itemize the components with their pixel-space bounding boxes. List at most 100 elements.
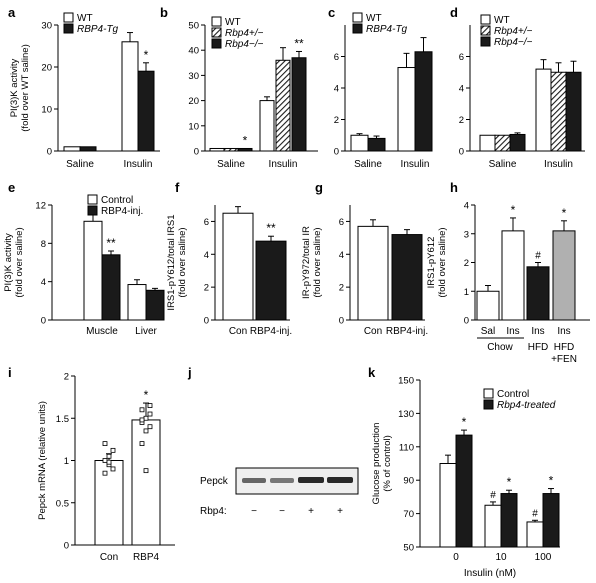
category-label: Ins: [557, 326, 570, 337]
y-tick-label: 0: [47, 147, 52, 158]
y-tick-label: 4: [41, 277, 46, 288]
data-point: [139, 407, 145, 413]
legend-entry: Rbp4−/−: [494, 37, 533, 48]
chart-g: 0 2 4 6 IR-pY972/total IR (fold over saline) C…: [301, 205, 428, 337]
bar: [535, 68, 552, 152]
y-axis-label: (fold over WT saline): [20, 44, 31, 131]
y-tick-label: 0.5: [56, 498, 69, 509]
legend-swatch: [480, 14, 491, 25]
panel-label-h: h: [450, 180, 458, 195]
bar: [357, 225, 389, 321]
legend-entry: Rbp4+/−: [494, 26, 533, 37]
y-tick-label: 6: [204, 217, 209, 228]
bar: [127, 284, 147, 321]
legend-swatch: [211, 27, 222, 38]
y-tick-label: 0: [194, 147, 199, 158]
category-label: 0: [453, 552, 459, 563]
bar: [255, 240, 287, 321]
y-tick-label: 6: [334, 52, 339, 63]
bar: [63, 146, 81, 152]
y-tick-label: 0: [459, 147, 464, 158]
significance-mark: *: [507, 475, 512, 489]
legend-swatch: [480, 36, 491, 47]
legend-entry: Control: [101, 195, 133, 206]
significance-mark: *: [144, 48, 149, 62]
category-label: Insulin: [401, 159, 430, 170]
y-tick-label: 1: [64, 456, 69, 467]
data-point: [143, 468, 149, 474]
category-label: Sal: [481, 326, 495, 337]
x-axis-label: Insulin (nM): [464, 568, 516, 579]
bar: [526, 521, 544, 548]
y-axis-label: (fold over saline): [14, 227, 25, 297]
legend-swatch: [63, 23, 74, 34]
significance-mark: #: [532, 508, 538, 519]
y-axis-label: PI(3)K activity: [9, 58, 20, 117]
bar: [414, 51, 433, 152]
chart-k: 50 70 90 110 130 150 Glucose production (% of c…: [371, 376, 560, 579]
legend-swatch: [352, 23, 363, 34]
bar: [223, 147, 239, 152]
chart-h: 0 1 2 3 4 IRS1-pY612 (fold over saline) * # * Sal I…: [426, 201, 590, 365]
bar: [291, 57, 307, 152]
category-label: Saline: [489, 159, 517, 170]
blot-treat-label: Rbp4:: [200, 506, 227, 517]
bar: [131, 419, 161, 546]
data-point: [106, 453, 112, 459]
category-label: RBP4-inj.: [250, 326, 292, 337]
bar: [476, 290, 500, 321]
legend-swatch: [87, 205, 98, 216]
y-tick-label: 130: [398, 409, 414, 420]
significance-mark: #: [490, 490, 496, 501]
y-tick-label: 4: [459, 84, 464, 95]
bar: [439, 463, 457, 548]
y-tick-label: 6: [459, 52, 464, 63]
legend-entry: WT: [225, 17, 241, 28]
y-tick-label: 50: [188, 21, 199, 32]
data-point: [102, 441, 108, 447]
group-label: HFD: [554, 342, 575, 353]
legend-entry: RBP4-Tg: [366, 24, 408, 35]
data-point: [110, 447, 116, 453]
bar: [552, 230, 576, 321]
bar: [500, 493, 518, 548]
lane-3-label: +: [308, 506, 314, 517]
y-tick-label: 0: [64, 541, 69, 552]
y-tick-label: 70: [403, 509, 414, 520]
data-point: [102, 458, 108, 463]
category-label: Saline: [354, 159, 382, 170]
y-tick-label: 2: [464, 258, 469, 269]
y-axis-label: IRS1-pY612: [426, 237, 437, 289]
data-point: [139, 417, 145, 423]
panel-label-k: k: [368, 365, 376, 380]
y-tick-label: 8: [41, 239, 46, 250]
category-label: 100: [535, 552, 552, 563]
significance-mark: **: [266, 221, 276, 235]
y-tick-label: 2: [64, 372, 69, 383]
category-label: Saline: [66, 159, 94, 170]
panel-label-b: b: [160, 5, 168, 20]
legend-entry: RBP4-Tg: [77, 24, 119, 35]
data-point: [102, 470, 108, 476]
blot-row-label: Pepck: [200, 476, 229, 487]
y-axis-label: Glucose production: [371, 423, 382, 505]
y-tick-label: 0: [464, 316, 469, 327]
bar: [484, 504, 502, 548]
lane-1-label: −: [251, 506, 257, 517]
bar: [542, 493, 560, 548]
panel-label-d: d: [450, 5, 458, 20]
y-tick-label: 40: [188, 46, 199, 57]
y-tick-label: 30: [41, 21, 52, 32]
panel-j-blot: Pepck Rbp4: − − + +: [200, 467, 359, 517]
y-tick-label: 150: [398, 376, 414, 387]
bar: [101, 254, 121, 321]
significance-mark: #: [535, 251, 541, 262]
legend-entry: RBP4-inj.: [101, 206, 143, 217]
chart-e: 0 4 8 12 PI(3)K activity (fold over saline) **…: [3, 194, 165, 337]
y-tick-label: 2: [339, 283, 344, 294]
y-axis-label: Pepck mRNA (relative units): [37, 401, 48, 520]
lane-4-label: +: [337, 506, 343, 517]
category-label: Con: [364, 326, 382, 337]
bar: [479, 134, 496, 152]
